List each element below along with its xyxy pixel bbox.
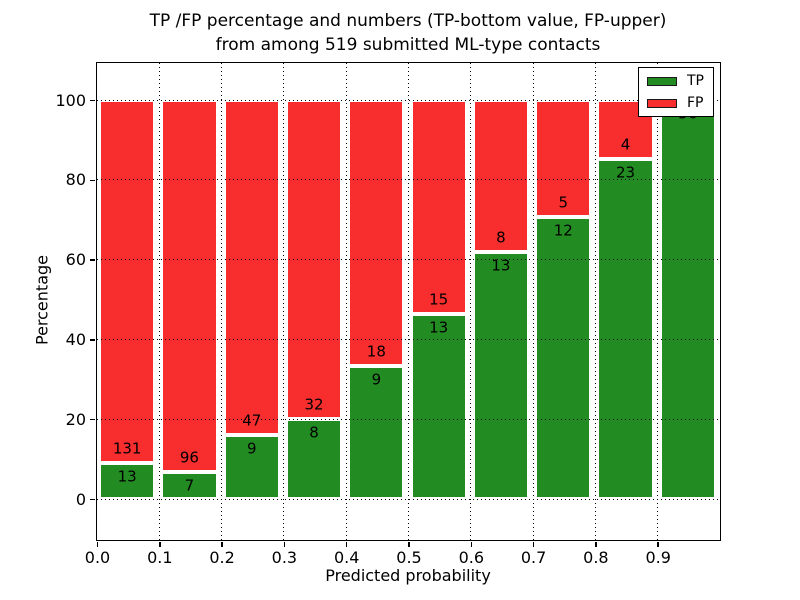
x-tick: [595, 542, 597, 547]
tp-count-label: 9: [246, 439, 257, 458]
bar-segment-tp: [535, 217, 592, 499]
y-tick: [89, 259, 95, 261]
legend-swatch-tp-icon: [647, 76, 677, 86]
x-axis-label: Predicted probability: [325, 566, 491, 585]
legend-item-fp: FP: [647, 96, 704, 110]
vertical-gridline: [345, 63, 347, 540]
x-tick: [221, 542, 223, 547]
horizontal-gridline: [97, 338, 720, 340]
y-tick: [89, 418, 95, 421]
y-tick: [89, 339, 95, 341]
bar-segment-fp: [99, 100, 156, 463]
legend-label-fp: FP: [687, 95, 704, 111]
vertical-gridline: [408, 63, 409, 540]
x-tick-label: 0.0: [84, 548, 111, 567]
bar-segment-tp: [597, 159, 654, 499]
bar-segment-tp: [161, 471, 218, 499]
x-tick: [470, 542, 473, 547]
bar-segment-fp: [472, 100, 530, 252]
fp-count-label: 47: [242, 411, 262, 430]
vertical-gridline: [221, 63, 223, 540]
bar-segment-fp: [410, 100, 467, 314]
chart-title-line-2: from among 519 submitted ML-type contact…: [215, 35, 601, 55]
horizontal-gridline: [97, 259, 720, 261]
x-tick-label: 0.9: [645, 548, 671, 567]
horizontal-gridline: [97, 498, 720, 500]
vertical-gridline: [158, 63, 160, 540]
chart-title-line-1: TP /FP percentage and numbers (TP-bottom…: [149, 11, 667, 31]
x-tick: [532, 542, 535, 547]
fp-count-label: 15: [429, 290, 449, 309]
fp-count-label: 18: [366, 342, 386, 361]
x-tick: [96, 542, 99, 547]
horizontal-gridline: [97, 179, 720, 181]
bar-segment-tp: [99, 462, 156, 499]
y-tick: [89, 179, 95, 182]
tp-count-label: 13: [491, 256, 511, 275]
x-tick: [657, 542, 659, 547]
y-tick-label: 100: [55, 90, 86, 110]
bar-segment-fp: [348, 100, 405, 366]
bar-segment-fp: [161, 100, 218, 472]
horizontal-gridline: [97, 418, 720, 420]
vertical-gridline: [283, 63, 285, 540]
bar-segment-tp: [285, 419, 343, 499]
horizontal-gridline: [97, 99, 720, 101]
y-tick: [89, 99, 95, 102]
fp-count-label: 96: [179, 448, 199, 467]
bar-segment-tp: [472, 252, 530, 499]
vertical-gridline: [594, 63, 596, 540]
tp-count-label: 12: [553, 221, 573, 240]
x-tick-label: 0.1: [147, 548, 173, 567]
x-tick: [408, 542, 410, 547]
x-tick-label: 0.4: [333, 548, 360, 567]
x-tick-label: 0.8: [583, 548, 609, 567]
bar-segment-tp: [223, 434, 280, 499]
bar-segment-tp: [348, 366, 405, 499]
x-tick: [345, 542, 348, 547]
fp-count-label: 4: [620, 135, 631, 154]
x-tick: [159, 542, 161, 547]
tp-count-label: 9: [371, 370, 382, 389]
y-tick-label: 80: [65, 170, 86, 190]
tp-count-label: 13: [117, 467, 137, 486]
x-tick-label: 0.3: [271, 548, 298, 567]
vertical-gridline: [532, 63, 534, 540]
legend-label-tp: TP: [687, 73, 704, 89]
bar-segment-fp: [223, 100, 280, 435]
tp-count-label: 8: [309, 423, 319, 442]
legend-swatch-fp-icon: [647, 98, 677, 108]
x-tick-label: 0.5: [396, 548, 422, 567]
legend: TP FP: [638, 67, 714, 117]
x-tick: [283, 542, 286, 547]
vertical-gridline: [470, 63, 472, 540]
y-tick-label: 60: [65, 250, 86, 270]
y-tick-label: 40: [65, 329, 86, 349]
fp-count-label: 8: [496, 228, 506, 247]
y-tick: [89, 498, 95, 501]
tp-count-label: 23: [616, 163, 636, 182]
tp-count-label: 7: [184, 476, 195, 495]
y-tick-label: 20: [65, 409, 86, 429]
x-tick-label: 0.6: [458, 548, 485, 567]
x-tick-label: 0.7: [520, 548, 547, 567]
tp-count-label: 13: [429, 318, 449, 337]
y-tick-label: 0: [75, 489, 86, 509]
fp-count-label: 32: [304, 395, 324, 414]
bar-segment-tp: [410, 313, 467, 499]
plot-area: TP FP 13113967479328189151381351242356: [96, 62, 721, 541]
vertical-gridline: [657, 63, 659, 540]
x-tick-label: 0.2: [209, 548, 235, 567]
chart-title: TP /FP percentage and numbers (TP-bottom…: [8, 9, 800, 57]
bar-segment-tp: [659, 100, 716, 499]
fp-count-label: 5: [558, 193, 569, 212]
fp-count-label: 131: [112, 439, 142, 458]
bar-segment-fp: [535, 100, 592, 218]
legend-item-tp: TP: [647, 74, 704, 88]
